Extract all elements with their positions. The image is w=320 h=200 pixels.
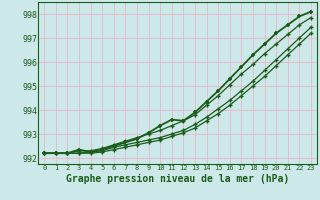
X-axis label: Graphe pression niveau de la mer (hPa): Graphe pression niveau de la mer (hPa): [66, 174, 289, 184]
